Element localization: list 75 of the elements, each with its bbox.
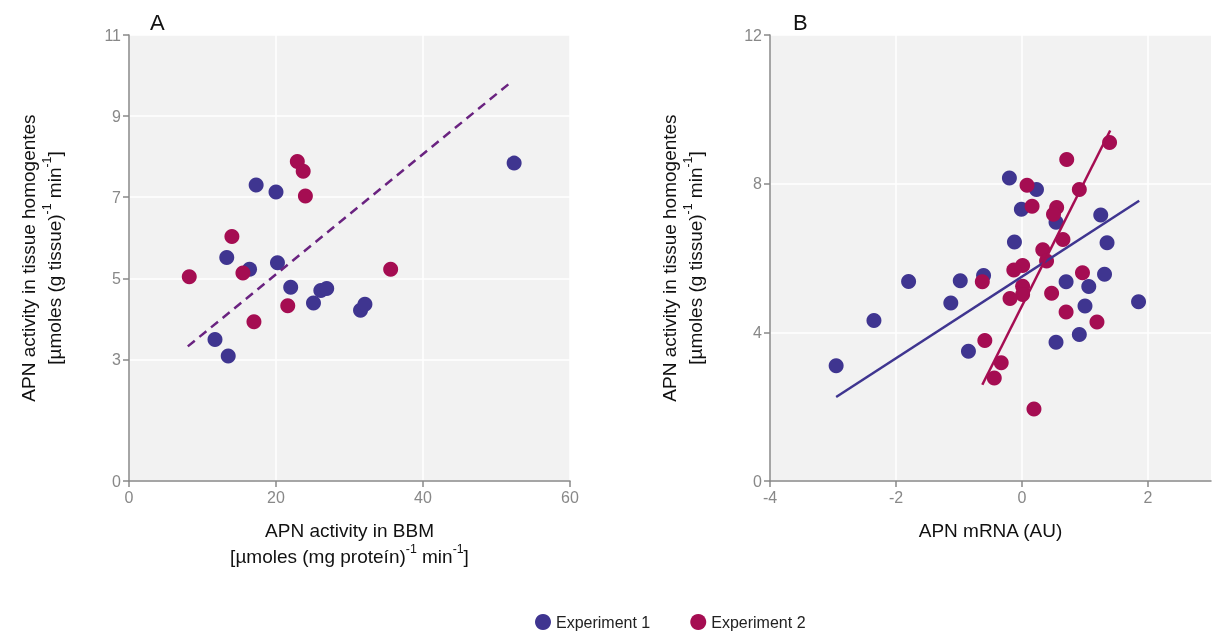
point: [993, 355, 1009, 371]
x-tick-label: 0: [124, 488, 134, 506]
point: [280, 298, 296, 314]
point: [1099, 235, 1115, 251]
x-tick-label: 20: [267, 488, 285, 506]
point: [1055, 231, 1071, 247]
y-tick-label: 8: [753, 175, 763, 193]
x-tick-label: 2: [1143, 488, 1153, 506]
legend-label: Experiment 1: [556, 613, 651, 631]
point: [219, 250, 235, 266]
point: [319, 280, 335, 296]
point: [943, 295, 959, 311]
point: [306, 295, 321, 311]
point: [246, 314, 262, 330]
point: [297, 188, 313, 204]
point: [1058, 274, 1074, 290]
chart-title: B: [793, 9, 808, 35]
legend-label: Experiment 2: [711, 613, 806, 631]
y-tick-label: 12: [744, 26, 763, 44]
y-tick-label: 11: [104, 26, 122, 44]
point: [224, 229, 240, 245]
x-tick-label: 0: [1017, 488, 1027, 506]
point: [207, 332, 223, 347]
y-tick-label: 3: [112, 350, 122, 368]
point: [1075, 265, 1090, 281]
point: [1001, 170, 1017, 186]
point: [1044, 285, 1060, 301]
point: [1077, 298, 1093, 314]
point: [235, 265, 251, 281]
y-tick-label: 7: [112, 188, 122, 206]
point: [1002, 291, 1018, 307]
point: [1131, 294, 1147, 310]
point: [506, 155, 522, 171]
point: [1048, 334, 1064, 350]
point: [220, 348, 236, 364]
point: [1006, 234, 1022, 250]
y-tick-label: 9: [112, 107, 122, 125]
chart-title: A: [150, 9, 165, 35]
y-tick-label: 5: [112, 269, 122, 287]
point: [1081, 279, 1097, 295]
point: [974, 274, 990, 290]
y-tick-label: 0: [753, 472, 763, 490]
point: [1046, 206, 1061, 222]
point: [248, 177, 264, 193]
point: [1006, 262, 1022, 278]
point: [1089, 314, 1105, 330]
point: [357, 296, 373, 312]
point: [828, 358, 844, 374]
x-axis-title: APN mRNA (AU): [918, 519, 1063, 541]
x-tick-label: -4: [762, 488, 778, 506]
point: [866, 312, 882, 328]
point: [268, 184, 284, 200]
point: [181, 269, 197, 285]
point: [283, 279, 299, 295]
point: [986, 370, 1002, 386]
y-tick-label: 4: [753, 323, 763, 341]
y-tick-label: 0: [112, 472, 122, 490]
point: [269, 255, 285, 271]
point: [295, 163, 311, 179]
point: [1071, 327, 1087, 343]
x-tick-label: -2: [888, 488, 904, 506]
point: [1059, 152, 1075, 167]
point: [383, 261, 399, 277]
point: [977, 333, 993, 349]
x-tick-label: 40: [414, 488, 432, 506]
point: [1058, 304, 1074, 320]
x-tick-label: 60: [561, 488, 579, 506]
point: [960, 343, 976, 359]
point: [1097, 266, 1113, 282]
point: [952, 273, 968, 289]
point: [1093, 207, 1109, 223]
point: [1019, 177, 1035, 193]
point: [1024, 198, 1040, 214]
point: [901, 273, 917, 289]
point: [1026, 401, 1042, 417]
